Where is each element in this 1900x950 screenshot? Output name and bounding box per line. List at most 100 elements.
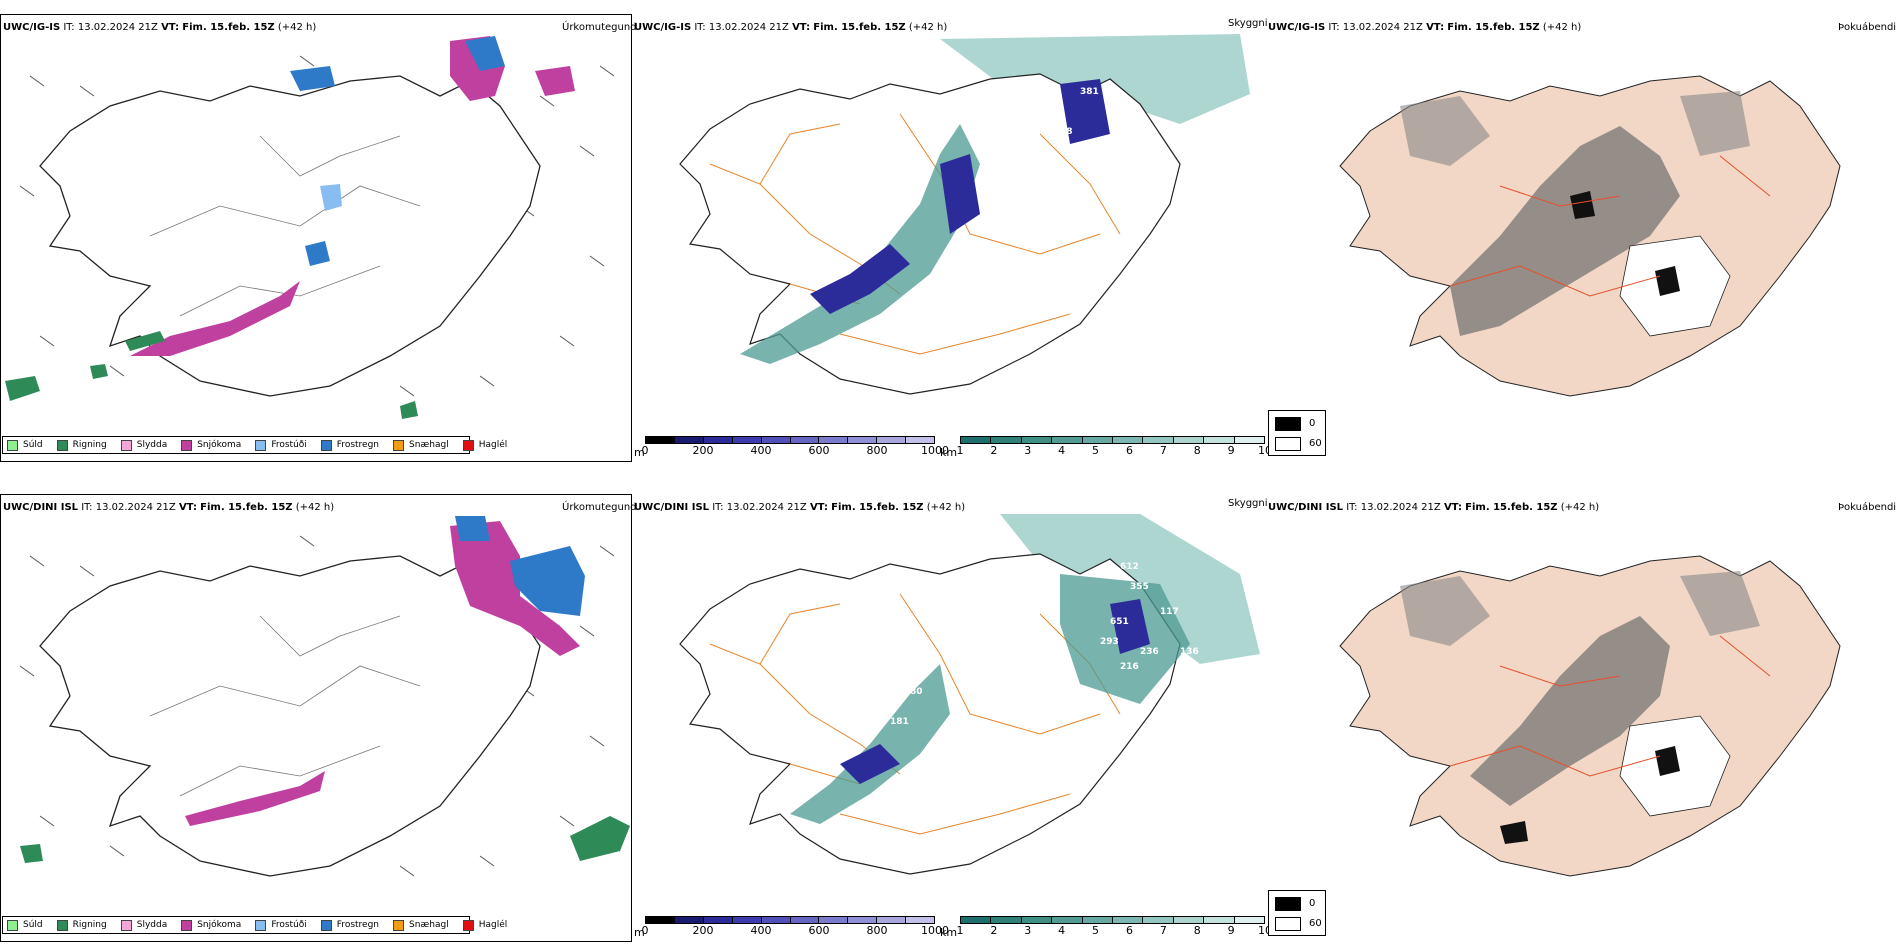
colorbar-cell (674, 917, 704, 923)
colorbar-cell (703, 917, 733, 923)
legend-swatch (320, 919, 332, 931)
colorbar-tick: 3 (1024, 444, 1032, 457)
legend-item-sleet: Slydda (120, 439, 167, 451)
colorbar-cell (819, 917, 849, 923)
rivers (1449, 155, 1771, 297)
fog-legend-light (1275, 437, 1301, 451)
ceiling-unit: m (634, 446, 645, 459)
cloud-base-value: 293 (1100, 637, 1119, 647)
colorbar-tick: 8 (1193, 444, 1201, 457)
freezing-ne-2 (290, 66, 335, 91)
cloud-panel-label-2: Skyggni (1228, 498, 1268, 509)
legend-item-freezing-drizzle: Frostúði (255, 919, 307, 931)
visibility-cells (960, 436, 1265, 444)
precip-panel-label: Úrkomutegund (562, 22, 637, 33)
visibility-unit-2: km (940, 926, 958, 939)
legend-swatch (181, 919, 193, 931)
precip-panel-frame (0, 14, 632, 462)
snow-ne-2 (535, 66, 575, 96)
colorbar-cell (674, 437, 704, 443)
fog-map-2 (1339, 555, 1841, 877)
fog-gray-1 (1450, 126, 1680, 336)
cloud-base-value: 62 (1040, 267, 1053, 277)
cloud-base-value: 651 (1110, 617, 1129, 627)
colorbar-tick: 2 (990, 444, 998, 457)
snow-band-1 (130, 281, 300, 356)
precip-panel-title-2: UWC/DINI ISL IT: 13.02.2024 21Z VT: Fim.… (3, 502, 335, 513)
inner-lines (149, 135, 421, 317)
colorbar-cell (819, 437, 849, 443)
colorbar-cell (646, 437, 675, 443)
colorbar-tick: 800 (866, 444, 888, 457)
cloud-base-value: 80 (910, 687, 923, 697)
visibility-unit: km (940, 446, 958, 459)
legend-item-snow: Snjókoma (181, 919, 241, 931)
colorbar-tick: 2 (990, 924, 998, 937)
colorbar-tick: 1 (956, 924, 964, 937)
ceiling-unit-2: m (634, 926, 645, 939)
legend-swatch (255, 919, 267, 931)
colorbar-cell (1234, 917, 1265, 923)
fog-panel-title: UWC/IG-IS IT: 13.02.2024 21Z VT: Fim. 15… (1268, 22, 1582, 33)
snow-ne (450, 521, 580, 656)
cloud-base-value: 136 (1180, 647, 1199, 657)
ceiling-cells (645, 436, 935, 444)
cloud-base-value: 207 (930, 357, 949, 367)
fog-legend-dark-label: 0 (1309, 898, 1316, 909)
legend-swatch (393, 919, 405, 931)
roads (709, 113, 1121, 355)
fog-black-core (1500, 746, 1680, 844)
colorbar-cell (906, 917, 935, 923)
colorbar-tick: 6 (1125, 444, 1133, 457)
colorbar-tick: 600 (808, 924, 830, 937)
colorbar-tick: 9 (1227, 924, 1235, 937)
precip-panel-title: UWC/IG-IS IT: 13.02.2024 21Z VT: Fim. 15… (3, 22, 317, 33)
colorbar-cell (1143, 917, 1174, 923)
colorbar-cell (1052, 437, 1083, 443)
precip-legend-2: Súld Rigning Slydda Snjókoma Frostúði Fr… (2, 916, 507, 934)
colorbar-cell (848, 917, 878, 923)
fog-legend-light (1275, 917, 1301, 931)
fog-legend-light-label: 60 (1309, 438, 1322, 449)
legend-swatch (320, 439, 332, 451)
legend-item-rain: Rigning (56, 439, 107, 451)
cloud-base-value: 216 (1120, 662, 1139, 672)
cloud-base-value: 160 (960, 272, 979, 282)
visibility-cells (960, 916, 1265, 924)
precip-map-2 (19, 516, 630, 877)
colorbar-cell (877, 917, 907, 923)
colorbar-cell (1113, 437, 1144, 443)
colorbar-tick: 200 (692, 924, 714, 937)
ceiling-ticks: 0 200 400 600 800 1000 (642, 924, 950, 937)
legend-item-hail: Haglél (462, 439, 507, 451)
colorbar-cell (761, 437, 791, 443)
fog-panel-label: Þokuábendi (1838, 22, 1897, 33)
cloud-base-value: 16 (1110, 147, 1123, 157)
legend-swatch (181, 439, 193, 451)
colorbar-cell (790, 917, 820, 923)
cloud-base-value: 327 (1080, 262, 1099, 272)
fog-black-core (1570, 191, 1680, 296)
freezing-mid (305, 241, 330, 266)
cloud-base-value: 580 (880, 787, 899, 797)
colorbar-cell (732, 917, 762, 923)
low-cloud-core (810, 79, 1110, 314)
legend-swatch (56, 919, 68, 931)
drizzle-mid (320, 184, 342, 211)
colorbar-tick: 1000 (921, 444, 949, 457)
colorbar-cell (961, 437, 992, 443)
colorbar-cell (703, 437, 733, 443)
cloud-base-value: 758 (1050, 207, 1069, 217)
fog-gray-2 (1400, 571, 1760, 646)
colorbar-tick: 4 (1058, 924, 1066, 937)
legend-swatch (462, 439, 474, 451)
fog-legend-light-label: 60 (1309, 918, 1322, 929)
cloud-panel-label: Skyggni (1228, 18, 1268, 29)
legend-item-rain: Rigning (56, 919, 107, 931)
cloud-base-value: 124 (890, 367, 909, 377)
fog-legend: 0 60 (1268, 410, 1326, 456)
colorbar-tick: 5 (1092, 444, 1100, 457)
iceland-outline (39, 555, 541, 877)
